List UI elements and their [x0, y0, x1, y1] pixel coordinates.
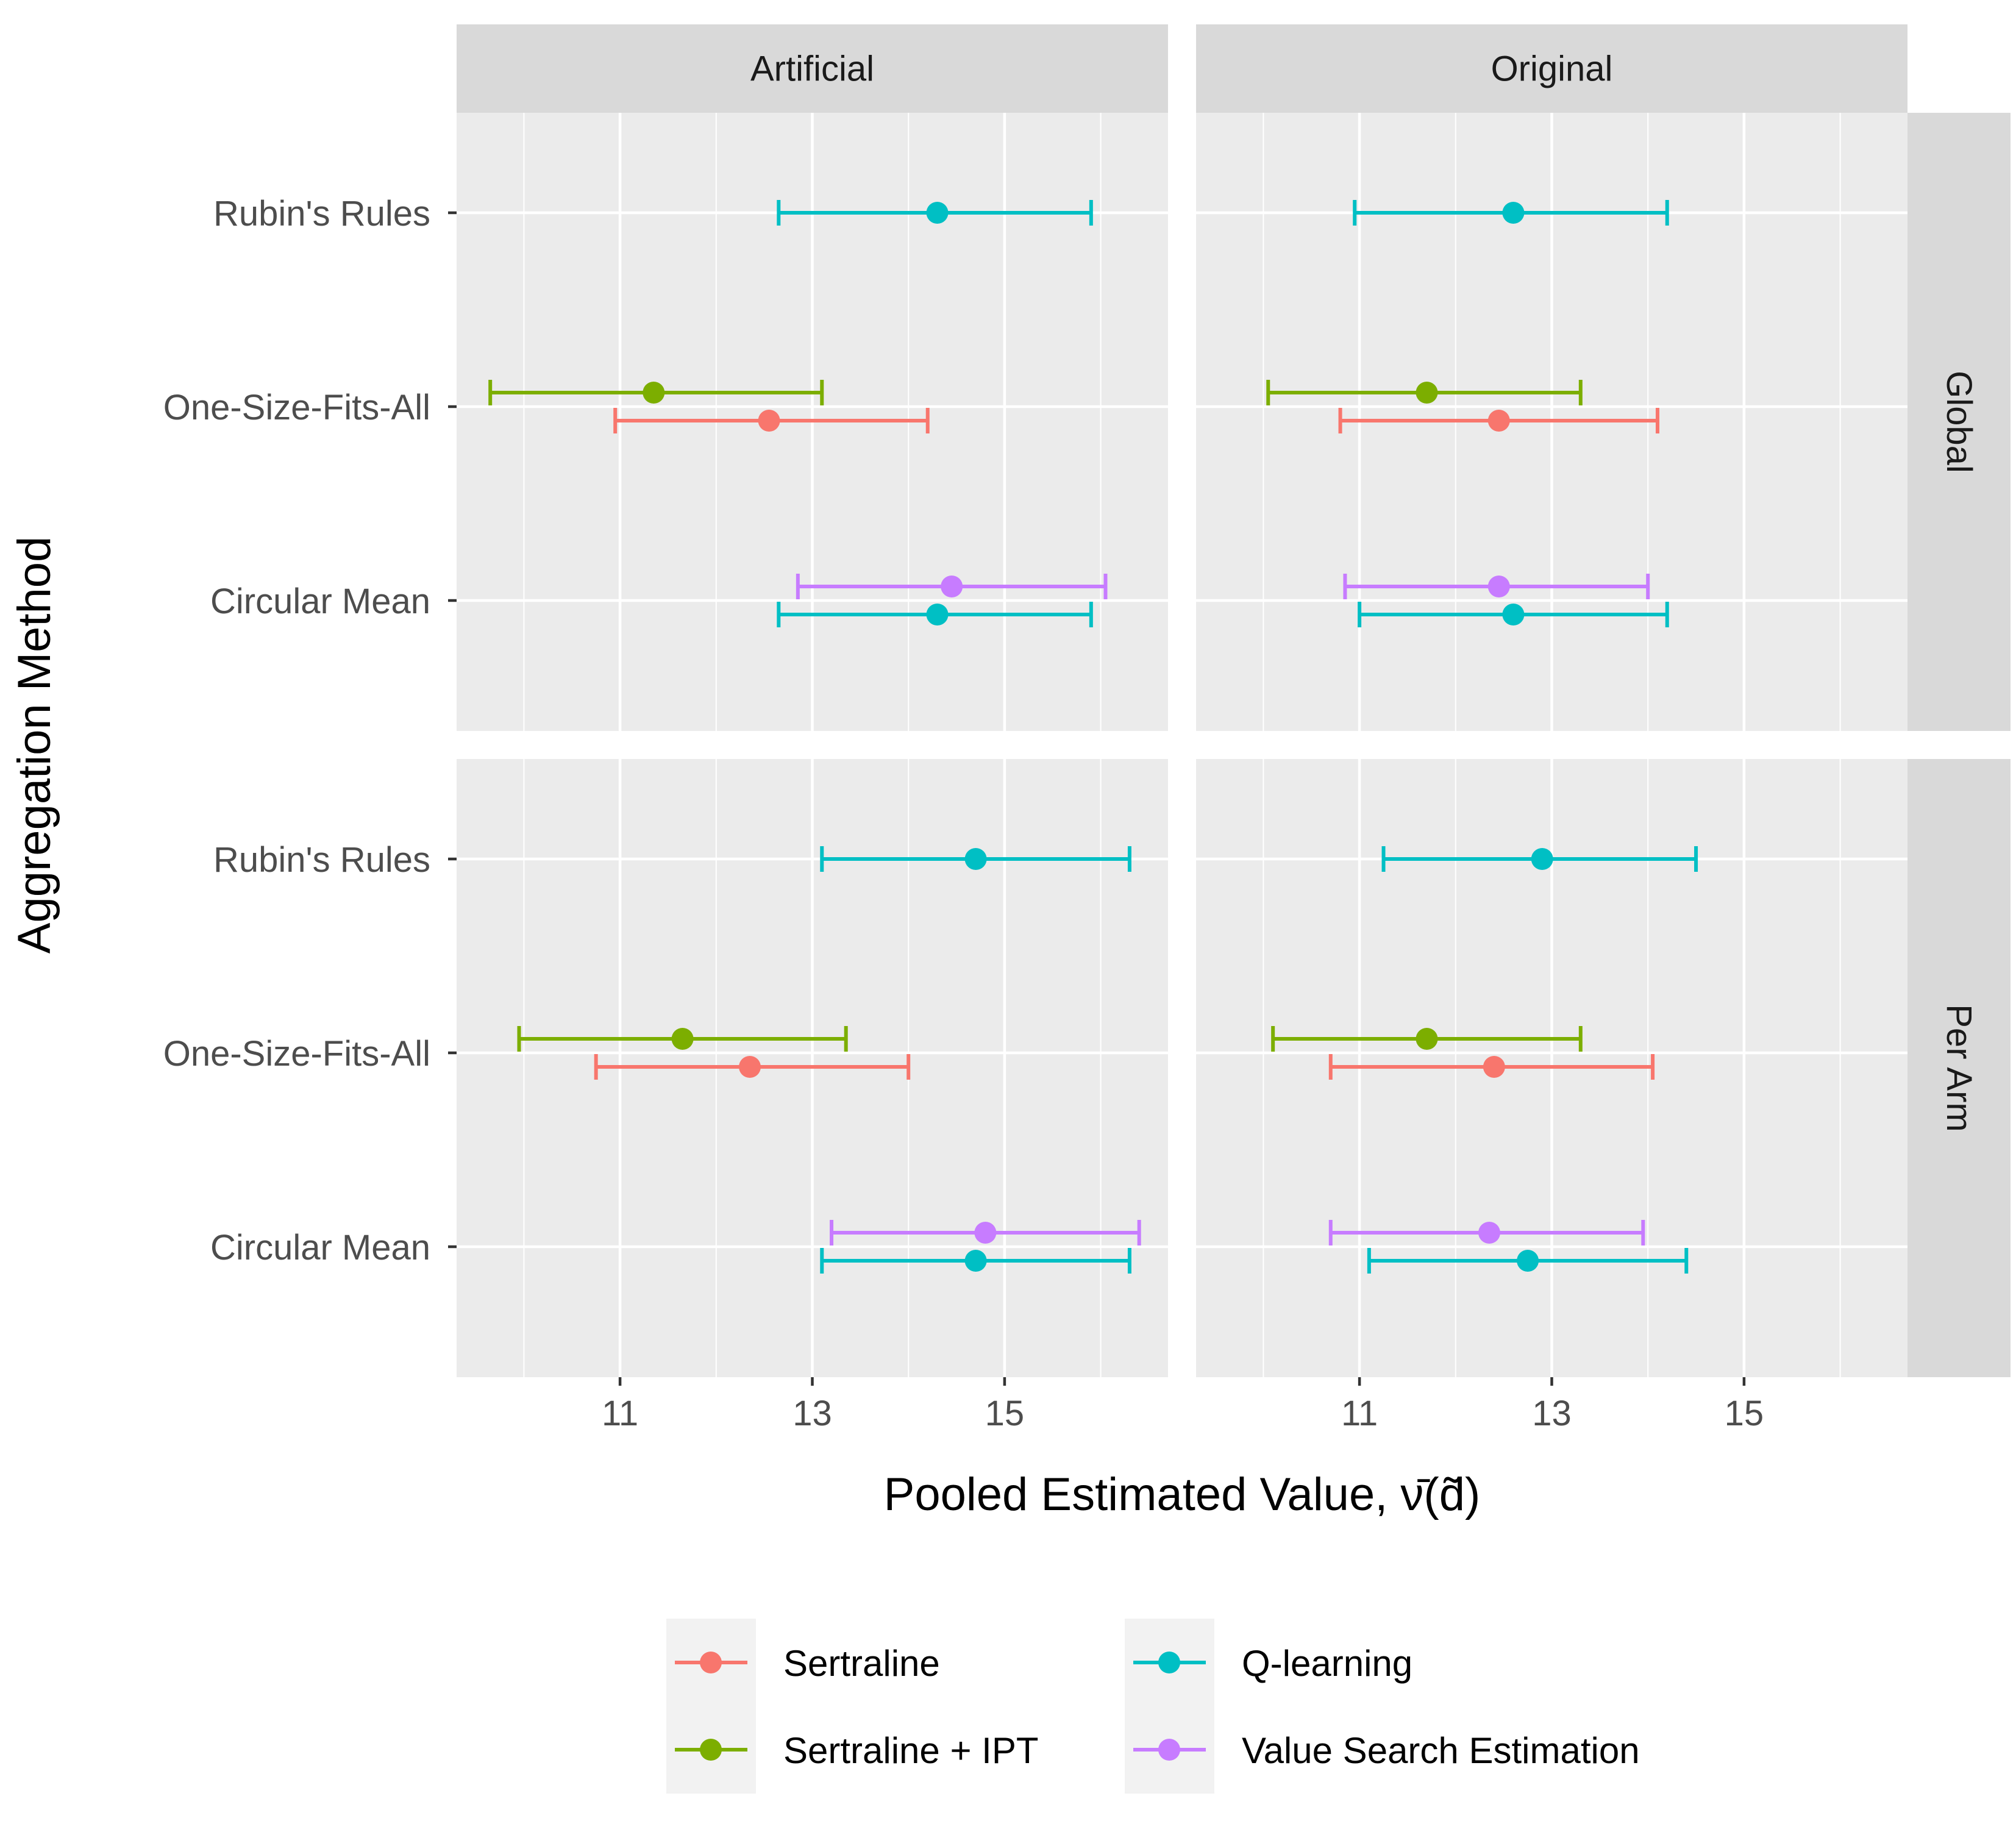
x-tick-label: 13: [1532, 1394, 1572, 1433]
estimate-point: [1502, 604, 1525, 625]
estimate-point: [1487, 576, 1510, 597]
facet-label-column: Artificial: [750, 49, 874, 89]
estimate-point: [738, 1056, 761, 1078]
legend-label: Value Search Estimation: [1242, 1730, 1640, 1771]
y-tick-label: Circular Mean: [210, 1228, 430, 1267]
estimate-point: [643, 382, 665, 404]
facet-strip-row: [1907, 113, 2011, 731]
x-tick-label: 15: [985, 1394, 1025, 1433]
estimate-point: [1416, 382, 1438, 404]
estimate-point: [1483, 1056, 1505, 1078]
y-tick-label: One-Size-Fits-All: [163, 388, 430, 427]
facet-label-row: Global: [1939, 371, 1979, 473]
estimate-point: [1502, 202, 1525, 224]
facet-strip-column: [457, 24, 1168, 113]
legend-key-point: [700, 1652, 722, 1673]
x-tick-label: 13: [793, 1394, 832, 1433]
estimate-point: [941, 576, 963, 597]
x-axis-title: Pooled Estimated Value, ν̄(d̃): [884, 1469, 1481, 1520]
legend-label: Sertraline: [783, 1643, 940, 1684]
y-axis-title: Aggregation Method: [9, 536, 60, 953]
estimate-point: [926, 202, 949, 224]
legend-label: Q-learning: [1242, 1643, 1412, 1684]
facet-strip-row: [1907, 759, 2011, 1377]
legend-key-point: [1158, 1739, 1180, 1761]
facet-label-row: Per Arm: [1939, 1004, 1979, 1132]
estimate-point: [671, 1028, 694, 1050]
legend-key-point: [1158, 1652, 1180, 1673]
y-tick-label: Rubin's Rules: [213, 194, 430, 233]
x-tick-label: 11: [1341, 1394, 1378, 1433]
legend-key-point: [700, 1739, 722, 1761]
estimate-point: [964, 1250, 987, 1272]
y-tick-label: Circular Mean: [210, 582, 430, 621]
facet-strip-column: [1196, 24, 1907, 113]
estimate-point: [974, 1222, 997, 1244]
estimate-point: [1478, 1222, 1500, 1244]
x-tick-label: 15: [1725, 1394, 1764, 1433]
estimate-point: [1416, 1028, 1438, 1050]
legend-label: Sertraline + IPT: [783, 1730, 1039, 1771]
estimate-point: [926, 604, 949, 625]
facet-label-column: Original: [1491, 49, 1613, 89]
estimate-point: [964, 848, 987, 870]
x-tick-label: 11: [602, 1394, 638, 1433]
estimate-point: [1531, 848, 1553, 870]
estimate-point: [758, 410, 780, 432]
y-tick-label: Rubin's Rules: [213, 840, 430, 880]
estimate-point: [1517, 1250, 1539, 1272]
estimate-point: [1487, 410, 1510, 432]
y-tick-label: One-Size-Fits-All: [163, 1034, 430, 1074]
